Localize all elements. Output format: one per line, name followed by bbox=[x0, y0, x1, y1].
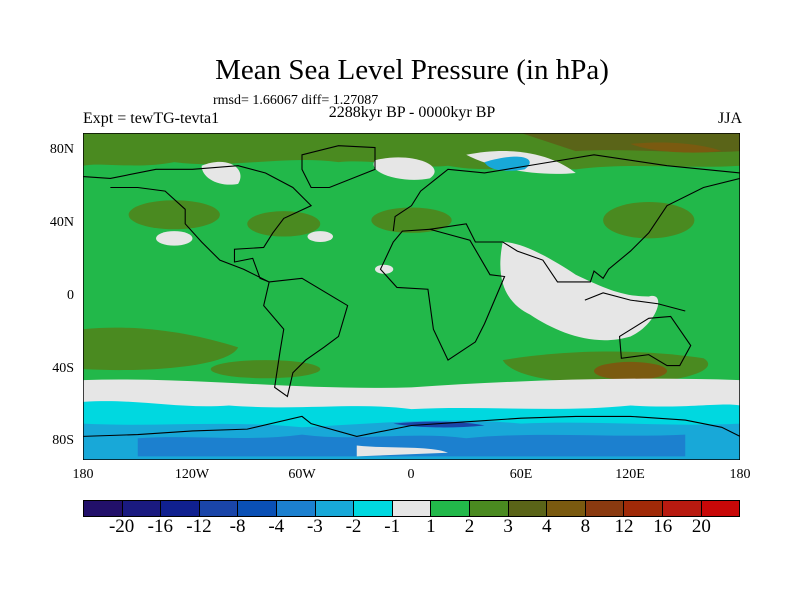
colorbar-swatch bbox=[161, 501, 200, 516]
colorbar-level-label: -8 bbox=[229, 516, 246, 537]
colorbar-level-label: -3 bbox=[306, 516, 323, 537]
colorbar-level-label: 2 bbox=[464, 516, 475, 537]
colorbar-swatch bbox=[662, 501, 702, 516]
y-tick-label: 40S bbox=[52, 361, 74, 376]
colorbar-swatch bbox=[701, 501, 740, 516]
colorbar-swatch bbox=[84, 501, 123, 516]
stats-label: rmsd= 1.66067 diff= 1.27087 bbox=[213, 93, 379, 108]
colorbar-level-label: -1 bbox=[384, 516, 401, 537]
season-label: JJA bbox=[717, 110, 742, 127]
colorbar-swatch bbox=[354, 501, 393, 516]
colorbar-swatch bbox=[469, 501, 509, 516]
colorbar-swatch bbox=[585, 501, 625, 516]
colorbar-swatch bbox=[392, 501, 432, 516]
x-tick-label: 60W bbox=[288, 467, 316, 482]
colorbar-swatch bbox=[547, 501, 586, 516]
x-tick-label: 0 bbox=[407, 467, 415, 482]
colorbar-swatch bbox=[276, 501, 316, 516]
y-tick-label: 0 bbox=[67, 288, 74, 303]
colorbar-swatch bbox=[508, 501, 548, 516]
colorbar-level-label: 4 bbox=[542, 516, 552, 537]
colorbar-level-label: 12 bbox=[614, 516, 634, 537]
y-tick-label: 80N bbox=[49, 142, 74, 157]
period-label: 2288kyr BP - 0000kyr BP bbox=[328, 104, 496, 121]
colorbar-level-label: 16 bbox=[653, 516, 673, 537]
colorbar-level-label: -20 bbox=[108, 516, 135, 537]
colorbar-swatch bbox=[624, 501, 663, 516]
colorbar-level-label: 3 bbox=[503, 516, 513, 537]
colorbar-swatch bbox=[122, 501, 162, 516]
y-tick-label: 40N bbox=[49, 215, 74, 230]
colorbar-level-label: -2 bbox=[345, 516, 362, 537]
y-tick-label: 80S bbox=[52, 433, 74, 448]
x-tick-label: 120W bbox=[174, 467, 210, 482]
x-tick-label: 180 bbox=[729, 467, 751, 482]
colorbar-swatch bbox=[315, 501, 355, 516]
colorbar-swatch bbox=[199, 501, 239, 516]
colorbar-level-label: -16 bbox=[147, 516, 173, 537]
colorbar-swatch bbox=[238, 501, 277, 516]
colorbar-level-label: 1 bbox=[426, 516, 436, 537]
colorbar-level-label: -4 bbox=[268, 516, 285, 537]
plot-title: Mean Sea Level Pressure (in hPa) bbox=[215, 54, 609, 86]
colorbar-swatch bbox=[431, 501, 470, 516]
x-tick-label: 60E bbox=[509, 467, 533, 482]
x-tick-label: 120E bbox=[615, 467, 645, 482]
colorbar bbox=[83, 500, 740, 517]
x-tick-label: 180 bbox=[72, 467, 94, 482]
pressure-difference-map bbox=[83, 133, 740, 460]
colorbar-level-label: -12 bbox=[186, 516, 212, 537]
colorbar-level-label: 8 bbox=[580, 516, 591, 537]
experiment-label: Expt = tewTG-tevta1 bbox=[83, 110, 220, 127]
colorbar-level-label: 20 bbox=[691, 516, 711, 537]
